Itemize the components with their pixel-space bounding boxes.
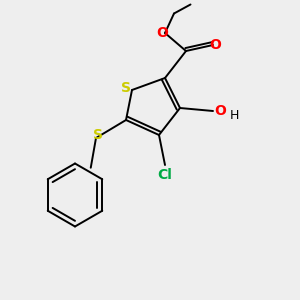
Text: H: H (230, 109, 239, 122)
Text: O: O (214, 104, 226, 118)
Text: O: O (209, 38, 221, 52)
Text: Cl: Cl (158, 168, 172, 182)
Text: S: S (121, 82, 131, 95)
Text: O: O (157, 26, 169, 40)
Text: S: S (92, 128, 103, 142)
